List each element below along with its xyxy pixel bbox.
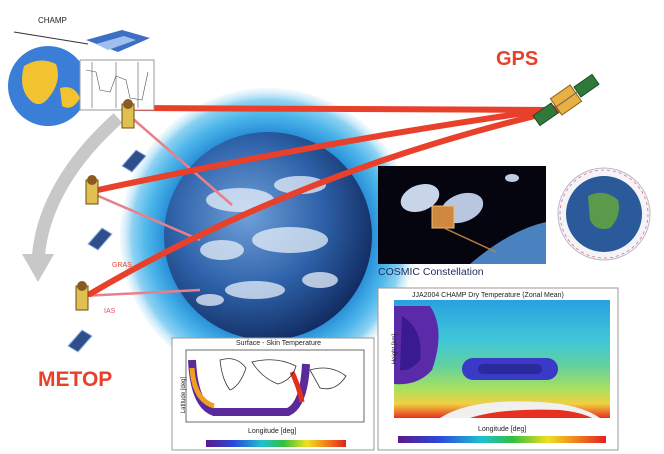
dry-temperature-panel: [377, 287, 619, 451]
gps-satellite-icon: [532, 73, 600, 127]
dry-panel-xlabel: Longitude [deg]: [478, 426, 527, 433]
ray-label-1: GRAS: [112, 262, 132, 269]
dry-panel-ylabel: Height [km]: [392, 333, 399, 365]
skin-panel-ylabel: Latitude [deg]: [181, 376, 188, 414]
occultation-rays: [87, 105, 563, 297]
champ-satellite-icon: [13, 30, 150, 52]
metop-label: METOP: [38, 368, 113, 391]
ray-label-2: IAS: [104, 308, 116, 315]
solar-panel-icon: [67, 149, 147, 353]
champ-profile-inset: [79, 59, 155, 111]
orbit-arrow: [22, 113, 123, 282]
metop-satellite-icon: [75, 99, 135, 311]
gps-label: GPS: [496, 48, 539, 70]
orbit-globe-icon: [557, 167, 651, 261]
dry-panel-title: JJA2004 CHAMP Dry Temperature (Zonal Mea…: [412, 292, 564, 299]
skin-panel-xlabel: Longitude [deg]: [248, 428, 297, 435]
cosmic-satellite-icon: [378, 166, 546, 264]
skin-temperature-panel: [171, 337, 375, 451]
skin-panel-title: Surface - Skin Temperature: [236, 340, 322, 347]
champ-label: CHAMP: [38, 16, 67, 25]
globe-icon: [8, 46, 88, 126]
occultation-rays-thin: [81, 117, 233, 298]
cosmic-label: COSMIC Constellation: [378, 266, 484, 278]
